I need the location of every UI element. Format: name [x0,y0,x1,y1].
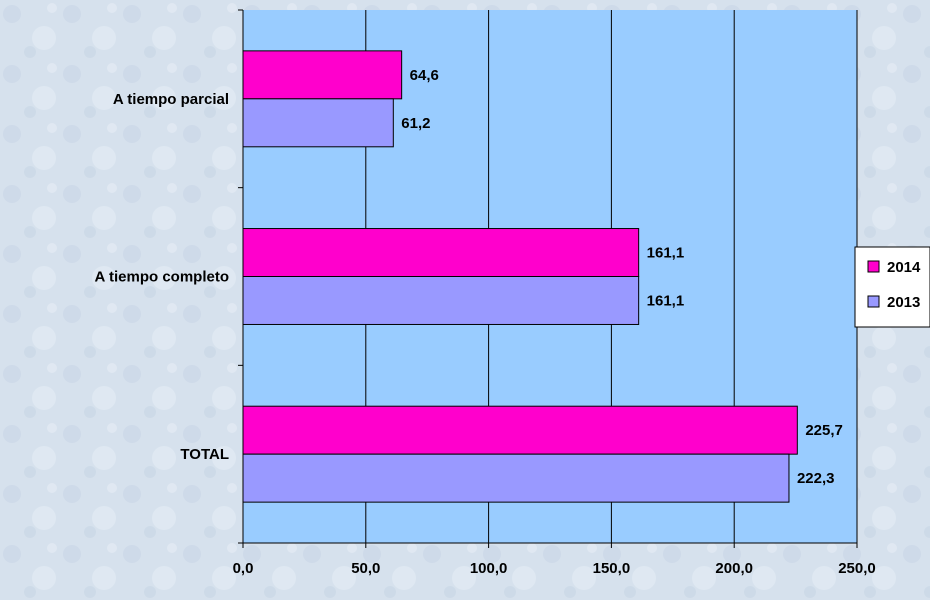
legend-swatch-2013 [867,295,880,308]
legend-swatch-2014 [867,260,880,273]
data-label: 61,2 [401,115,430,132]
category-label: A tiempo parcial [113,91,229,108]
data-label: 161,1 [647,245,685,262]
legend-label: 2013 [887,294,920,311]
x-tick-label: 150,0 [593,560,631,577]
data-label: 225,7 [805,422,843,439]
x-tick-label: 100,0 [470,560,508,577]
x-tick-label: 50,0 [351,560,380,577]
legend-box [854,246,930,328]
bar-2014-1 [242,228,640,277]
legend-label: 2014 [887,259,921,276]
data-label: 64,6 [410,67,439,84]
category-label: TOTAL [180,446,229,463]
category-label: A tiempo completo [95,269,229,286]
x-tick-label: 250,0 [838,560,876,577]
bar-2014-2 [242,405,798,455]
data-label: 161,1 [647,292,685,309]
bar-2013-2 [242,453,790,503]
bar-2014-0 [242,50,403,100]
bar-2013-0 [242,98,394,148]
x-tick-label: 200,0 [715,560,753,577]
x-tick-label: 0,0 [233,560,254,577]
data-label: 222,3 [797,470,835,487]
bar-2013-1 [242,276,640,325]
